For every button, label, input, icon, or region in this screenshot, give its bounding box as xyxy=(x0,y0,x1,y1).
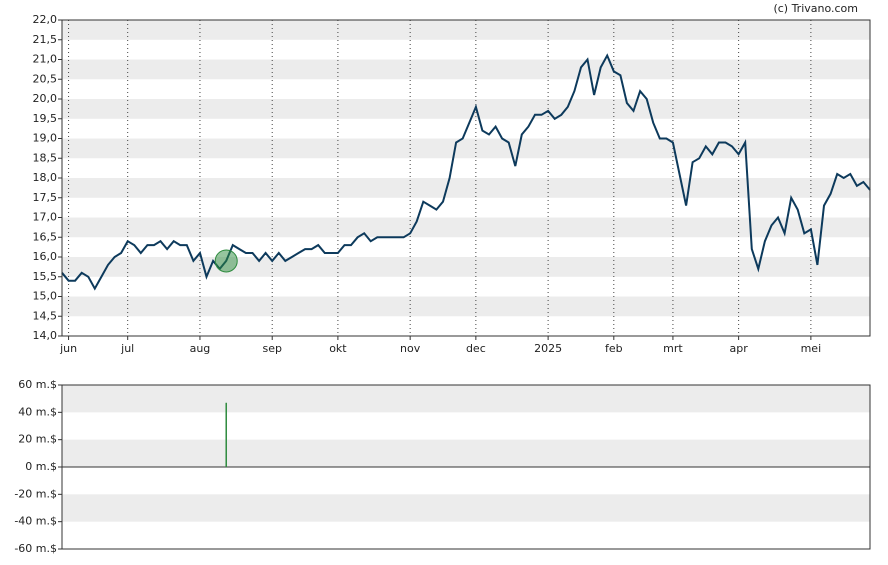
y-tick-label: 0 m.$ xyxy=(25,460,57,473)
price-line xyxy=(61,53,871,291)
x-tick-label: jun xyxy=(59,342,77,355)
x-tick-label: dec xyxy=(466,342,486,355)
bar xyxy=(225,402,227,467)
y-tick-label: 18,5 xyxy=(33,151,58,164)
x-tick-label: aug xyxy=(190,342,211,355)
grid-band xyxy=(62,138,870,159)
y-tick-label: -40 m.$ xyxy=(14,515,57,528)
y-tick-label: 19,0 xyxy=(33,132,58,145)
y-tick-label: 20 m.$ xyxy=(18,433,57,446)
y-tick-label: -20 m.$ xyxy=(14,487,57,500)
x-tick-label: sep xyxy=(262,342,281,355)
y-tick-label: 21,5 xyxy=(33,33,58,46)
y-tick-label: 20,5 xyxy=(33,72,58,85)
y-tick-label: 21,0 xyxy=(33,53,58,66)
plot-frame xyxy=(61,384,871,550)
y-tick-label: 17,5 xyxy=(33,191,58,204)
y-tick-label: 16,0 xyxy=(33,250,58,263)
x-tick-label: apr xyxy=(729,342,748,355)
grid-band xyxy=(62,217,870,238)
transaction-marker xyxy=(214,249,238,273)
grid-band xyxy=(62,439,870,467)
grid-band xyxy=(62,296,870,317)
y-tick-label: 14,5 xyxy=(33,309,58,322)
y-tick-label: 15,5 xyxy=(33,270,58,283)
y-tick-label: 18,0 xyxy=(33,171,58,184)
x-tick-label: 2025 xyxy=(534,342,562,355)
y-tick-label: 17,0 xyxy=(33,211,58,224)
y-tick-label: 19,5 xyxy=(33,112,58,125)
y-tick-label: -60 m.$ xyxy=(14,542,57,555)
x-tick-label: feb xyxy=(605,342,623,355)
y-tick-label: 16,5 xyxy=(33,230,58,243)
y-tick-label: 40 m.$ xyxy=(18,405,57,418)
x-tick-label: okt xyxy=(329,342,347,355)
y-tick-label: 15,0 xyxy=(33,290,58,303)
x-tick-label: mei xyxy=(801,342,822,355)
grid-band xyxy=(62,178,870,198)
x-tick-label: jul xyxy=(120,342,134,355)
grid-band xyxy=(62,494,870,522)
grid-band xyxy=(62,59,870,80)
y-tick-label: 60 m.$ xyxy=(18,378,57,391)
grid-band xyxy=(62,385,870,413)
source: (c) Trivano.com xyxy=(773,2,858,15)
y-tick-label: 22,0 xyxy=(33,13,58,26)
grid-band xyxy=(62,99,870,119)
y-tick-label: 20,0 xyxy=(33,92,58,105)
x-tick-label: nov xyxy=(400,342,421,355)
plot-frame xyxy=(61,19,871,337)
grid-band xyxy=(62,257,870,277)
y-tick-label: 14,0 xyxy=(33,329,58,342)
x-tick-label: mrt xyxy=(663,342,683,355)
grid-band xyxy=(62,20,870,40)
